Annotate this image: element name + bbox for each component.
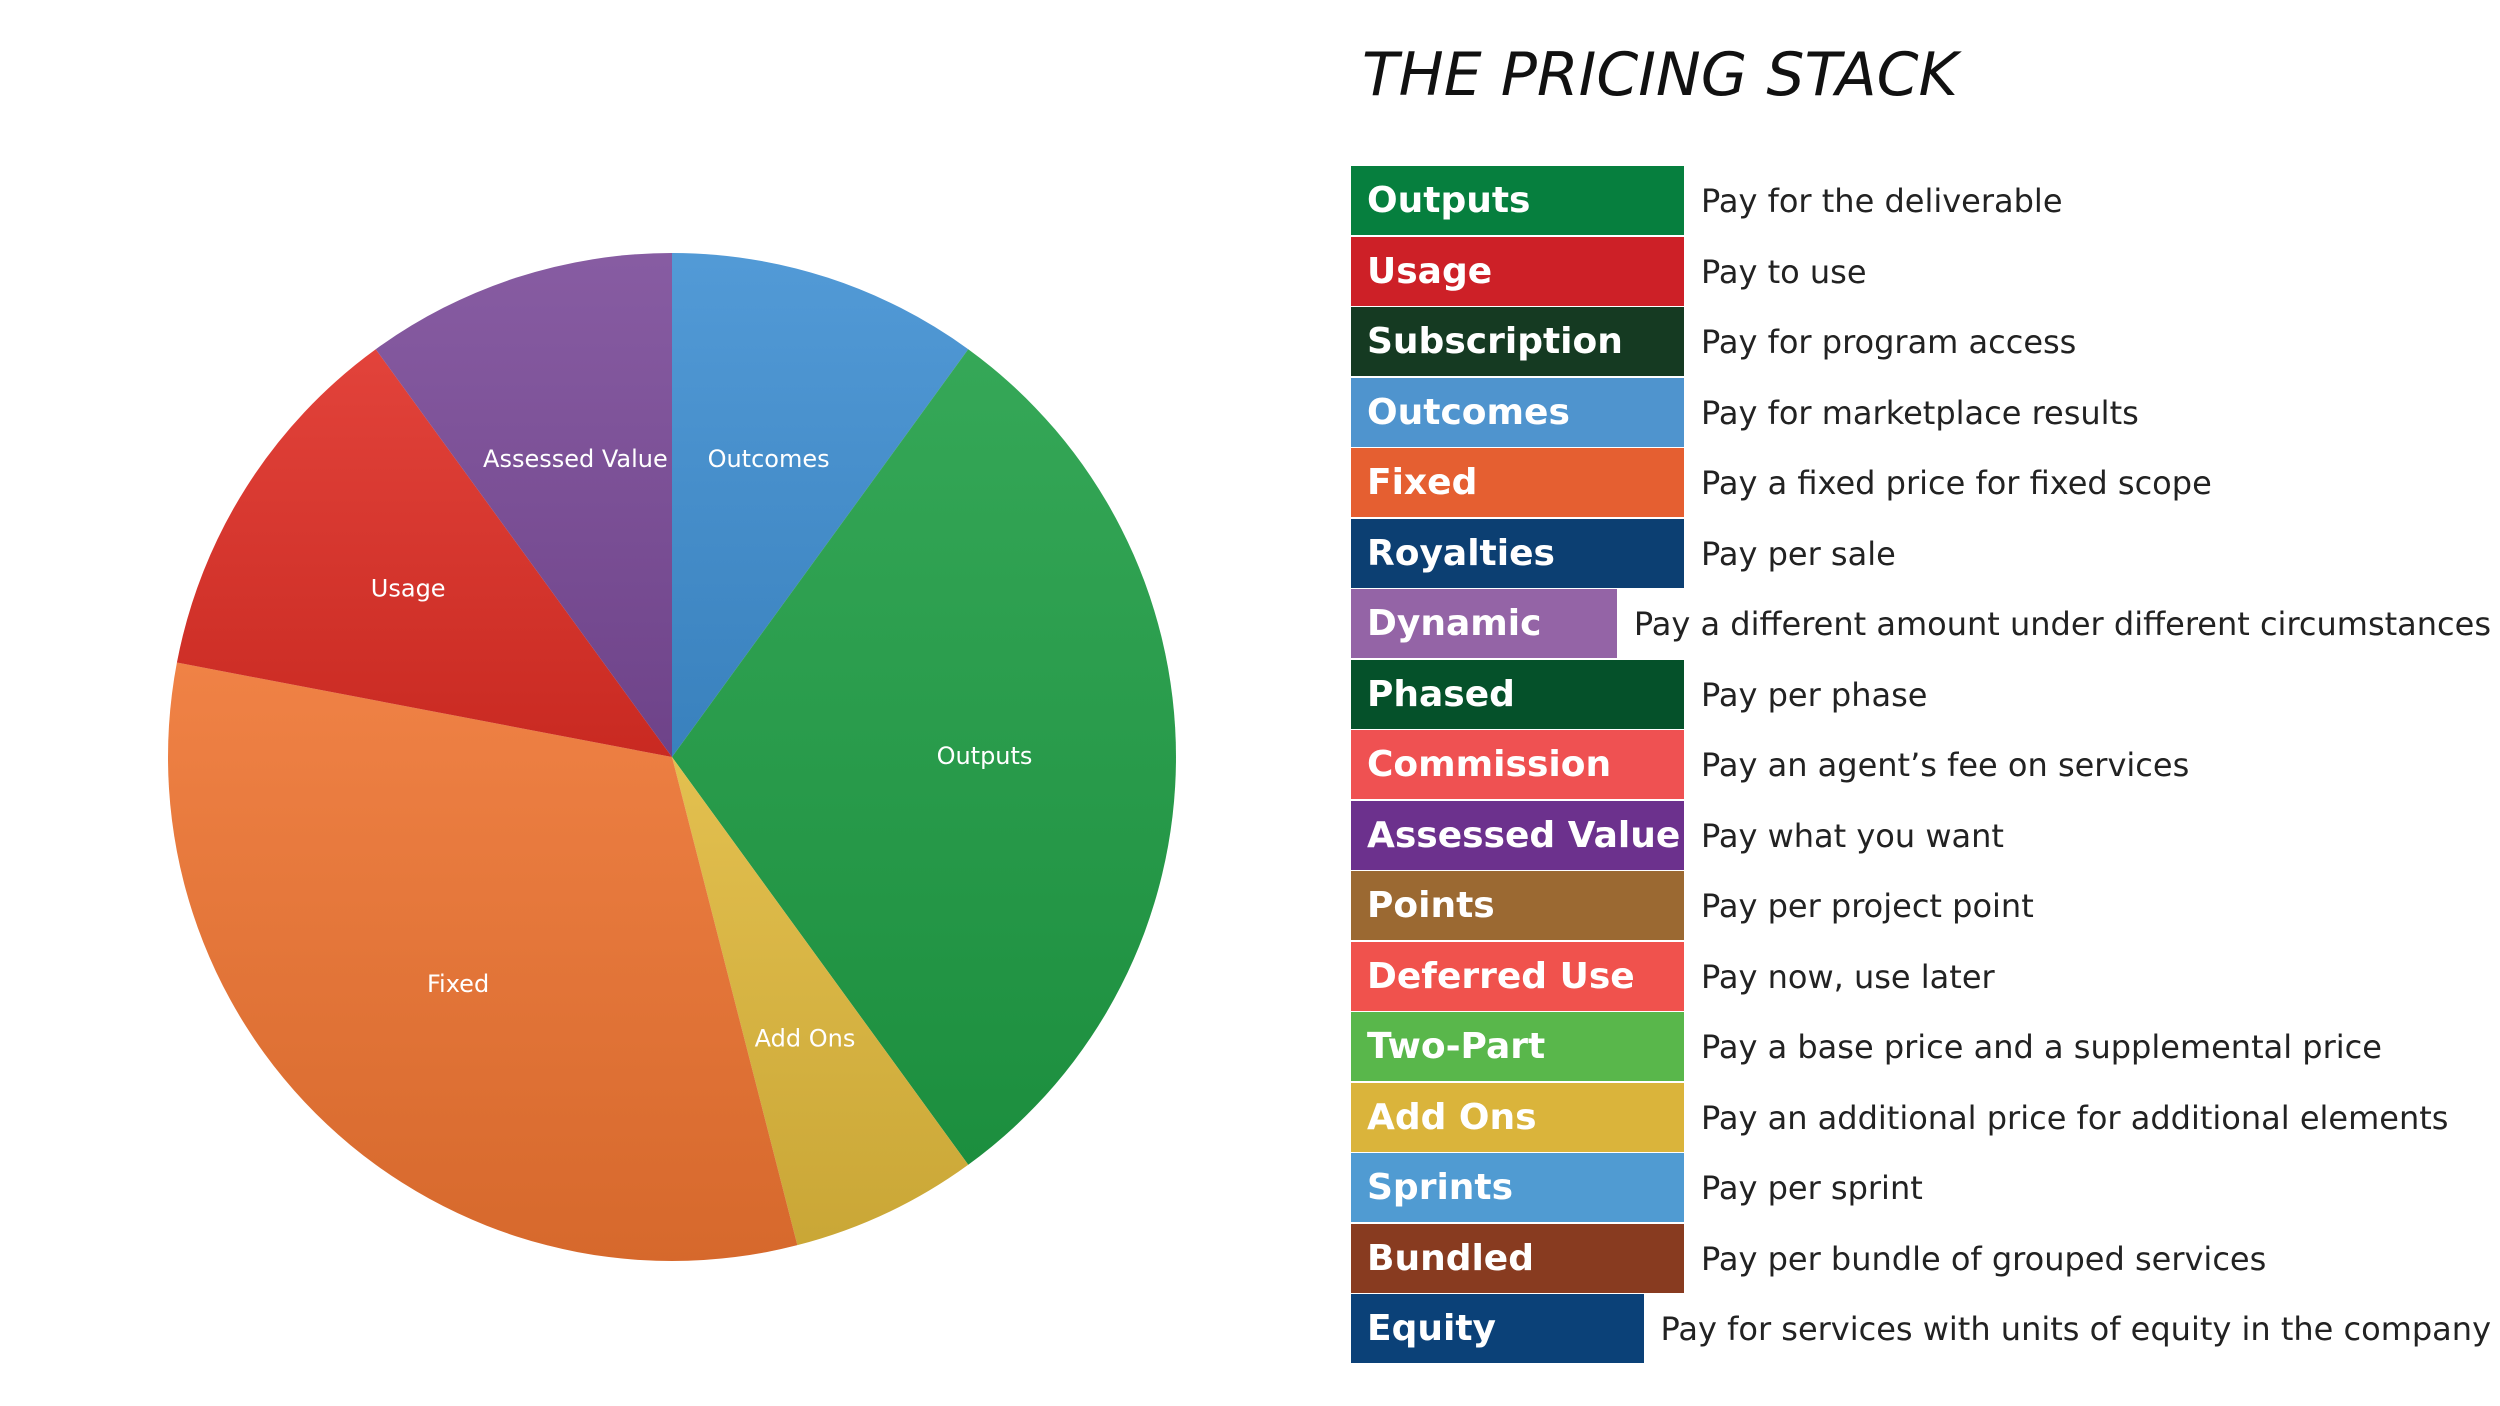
stack-description: Pay for program access (1701, 323, 2077, 361)
stack-row-outcomes: Outcomes Pay for marketplace results (1351, 377, 2491, 448)
stack-name: Royalties (1351, 518, 1684, 589)
stack-name: Equity (1351, 1294, 1644, 1364)
stack-name: Commission (1351, 730, 1684, 800)
stack-description: Pay a fixed price for fixed scope (1701, 464, 2212, 502)
stack-row-dynamic: Dynamic Pay a different amount under diff… (1351, 589, 2491, 659)
pie-slices (168, 253, 1176, 1262)
stack-row-points: Points Pay per project point (1351, 871, 2491, 941)
stack-description: Pay for the deliverable (1701, 182, 2063, 220)
stack-name: Usage (1351, 236, 1684, 307)
page-title: THE PRICING STACK (1362, 40, 1958, 110)
stack-row-royalties: Royalties Pay per sale (1351, 518, 2491, 589)
pie-slice-shade-outcomes (672, 253, 969, 757)
stack-row-outputs: Outputs Pay for the deliverable (1351, 166, 2491, 236)
stack-name: Sprints (1351, 1153, 1684, 1223)
pie-label-add-ons: Add Ons (755, 1025, 856, 1053)
stack-description: Pay an agent’s fee on services (1701, 746, 2190, 784)
pie-label-assessed-value: Assessed Value (483, 445, 668, 473)
stack-name: Deferred Use (1351, 941, 1684, 1012)
stack-row-bundled: Bundled Pay per bundle of grouped service… (1351, 1223, 2491, 1294)
stack-name: Points (1351, 871, 1684, 941)
stack-description: Pay an additional price for additional e… (1701, 1098, 2449, 1137)
stack-description: Pay what you want (1701, 816, 2004, 855)
stack-row-deferred-use: Deferred Use Pay now, use later (1351, 941, 2491, 1012)
stack-name: Assessed Value (1351, 800, 1684, 871)
stack-description: Pay per bundle of grouped services (1701, 1239, 2267, 1278)
stack-name: Two-Part (1351, 1012, 1684, 1082)
pie-slice-shade-fixed (168, 662, 798, 1262)
pricing-stack-list: Outputs Pay for the deliverable Usage Pay t… (1351, 166, 2491, 1365)
pie-labels: Outcomes Outputs Add Ons Fixed Usage Assessed… (371, 445, 1033, 1053)
stack-row-assessed-value: Assessed Value Pay what you want (1351, 800, 2491, 871)
pie-slice-shade-outputs (672, 349, 1176, 1165)
stack-description: Pay now, use later (1701, 957, 1995, 996)
stack-description: Pay to use (1701, 252, 1867, 291)
stack-name: Fixed (1351, 448, 1684, 518)
stack-row-add-ons: Add Ons Pay an additional price for addit… (1351, 1082, 2491, 1153)
stack-description: Pay per sale (1701, 534, 1896, 573)
pie-label-outputs: Outputs (937, 742, 1033, 770)
stack-row-subscription: Subscription Pay for program access (1351, 307, 2491, 377)
stack-name: Subscription (1351, 307, 1684, 377)
stack-description: Pay for marketplace results (1701, 393, 2139, 432)
pie-chart: Outcomes Outputs Add Ons Fixed Usage Assessed… (168, 253, 1176, 1262)
stack-description: Pay per phase (1701, 675, 1928, 714)
pie-label-fixed: Fixed (427, 970, 489, 998)
stack-name: Dynamic (1351, 589, 1617, 659)
stack-description: Pay per sprint (1701, 1169, 1923, 1207)
stack-row-two-part: Two-Part Pay a base price and a supplemen… (1351, 1012, 2491, 1082)
pie-label-outcomes: Outcomes (708, 445, 830, 473)
stack-row-commission: Commission Pay an agent’s fee on services (1351, 730, 2491, 800)
stack-name: Phased (1351, 659, 1684, 730)
stack-row-fixed: Fixed Pay a fixed price for fixed scope (1351, 448, 2491, 518)
stack-name: Bundled (1351, 1223, 1684, 1294)
pie-slice-shade-assessed-value (375, 253, 672, 757)
stack-row-equity: Equity Pay for services with units of equ… (1351, 1294, 2491, 1364)
stack-description: Pay a base price and a supplemental pric… (1701, 1028, 2382, 1066)
stack-row-phased: Phased Pay per phase (1351, 659, 2491, 730)
pie-slice-shade-usage (176, 349, 672, 757)
stack-description: Pay a different amount under different c… (1633, 605, 2491, 643)
pie-label-usage: Usage (371, 575, 446, 603)
stack-description: Pay per project point (1701, 887, 2034, 925)
stack-row-sprints: Sprints Pay per sprint (1351, 1153, 2491, 1223)
stack-row-usage: Usage Pay to use (1351, 236, 2491, 307)
stack-description: Pay for services with units of equity in… (1660, 1310, 2491, 1348)
pie-slice-shade-add-ons (672, 757, 969, 1246)
stack-name: Outcomes (1351, 377, 1684, 448)
stack-name: Add Ons (1351, 1082, 1684, 1153)
stack-name: Outputs (1351, 166, 1684, 236)
